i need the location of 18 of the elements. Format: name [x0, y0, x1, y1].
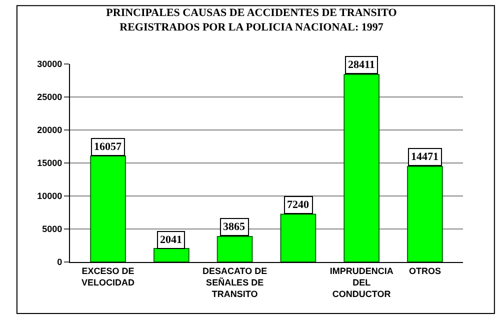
y-tick-label: 20000: [37, 125, 62, 136]
data-label: 2041: [160, 234, 182, 246]
y-tick-label: 30000: [37, 59, 62, 70]
data-label: 28411: [348, 59, 375, 71]
y-tick-label: 0: [57, 257, 62, 268]
data-label: 16057: [94, 141, 122, 153]
data-label: 7240: [287, 199, 310, 211]
data-label: 14471: [411, 151, 438, 163]
y-tick-label: 5000: [42, 224, 62, 234]
x-tick-label: EXCESO DE VELOCIDAD: [82, 266, 136, 288]
x-tick-label: IMPRUDENCIA DEL CONDUCTOR: [330, 266, 394, 300]
x-tick-label: DESACATO DE SEÑALES DE TRANSITO: [202, 266, 268, 300]
data-label: 3865: [223, 221, 246, 233]
y-tick-label: 25000: [37, 92, 62, 102]
chart-title: PRINCIPALES CAUSAS DE ACCIDENTES DE TRANSITO REGISTRADOS POR LA POLICIA NACIONAL: 1997: [106, 7, 398, 34]
x-tick-label: OTROS: [408, 266, 441, 276]
y-tick-label: 10000: [37, 191, 62, 202]
y-tick-label: 15000: [37, 158, 62, 168]
